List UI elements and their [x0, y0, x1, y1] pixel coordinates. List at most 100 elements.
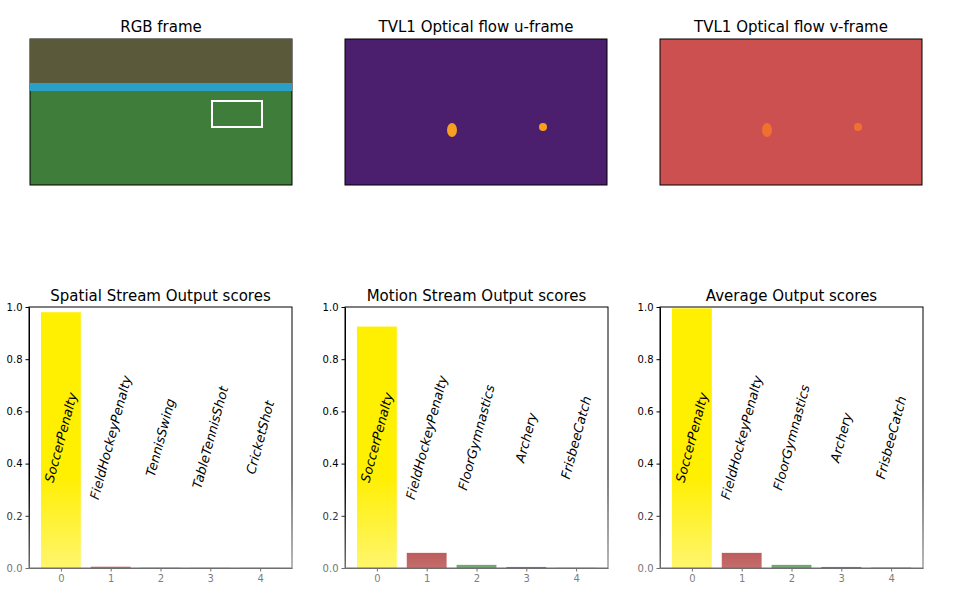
x-tick-mark: [576, 568, 577, 572]
y-tick: 0.4: [638, 458, 660, 469]
class-label: TennisSwing: [143, 397, 178, 478]
class-label: FrisbeeCatch: [873, 395, 909, 481]
image-blob: [447, 123, 457, 137]
y-tick-mark: [342, 359, 346, 360]
figure: RGB frameTVL1 Optical flow u-frameTVL1 O…: [0, 0, 955, 594]
y-tick-label: 1.0: [638, 302, 654, 313]
y-tick-label: 0.6: [7, 406, 23, 417]
x-axis: 01234: [30, 568, 293, 584]
y-tick-mark: [342, 516, 346, 517]
y-tick-label: 0.0: [323, 563, 339, 574]
y-tick-mark: [26, 411, 30, 412]
y-tick-label: 0.8: [7, 354, 23, 365]
y-tick: 0.8: [323, 354, 345, 365]
plot-frame: [29, 307, 292, 568]
image-blob: [762, 123, 772, 137]
x-tick-mark: [111, 568, 112, 572]
image-boards: [30, 83, 292, 91]
class-label: FloorGymnastics: [455, 383, 498, 492]
chart-title: Motion Stream Output scores: [367, 287, 587, 305]
y-tick-label: 0.2: [7, 511, 23, 522]
y-axis: 0.0 0.2 0.4 0.6 0.8 1.0: [323, 302, 346, 574]
x-tick-label: 2: [158, 573, 164, 584]
image-title: TVL1 Optical flow v-frame: [693, 18, 888, 36]
class-label: SoccerPenalty: [42, 391, 80, 484]
x-tick: 3: [208, 568, 214, 584]
y-tick-label: 0.0: [7, 563, 23, 574]
x-tick-label: 3: [839, 573, 845, 584]
x-tick-mark: [891, 568, 892, 572]
y-tick: 0.4: [323, 458, 345, 469]
y-tick: 0.2: [638, 511, 660, 522]
y-tick: 0.6: [7, 406, 29, 417]
image-placeholder: [660, 39, 922, 185]
x-tick-mark: [526, 568, 527, 572]
y-tick-mark: [657, 516, 661, 517]
class-label: FieldHockeyPenalty: [87, 374, 135, 501]
class-label: FieldHockeyPenalty: [403, 374, 451, 501]
class-label: FieldHockeyPenalty: [718, 374, 766, 501]
y-tick-mark: [342, 568, 346, 569]
y-tick: 0.0: [638, 563, 660, 574]
chart-title: Spatial Stream Output scores: [50, 287, 271, 305]
y-tick-label: 0.2: [638, 511, 654, 522]
bars: [357, 327, 596, 568]
y-tick: 1.0: [7, 302, 29, 313]
class-label: FloorGymnastics: [770, 383, 813, 492]
y-tick-mark: [342, 411, 346, 412]
x-tick-mark: [210, 568, 211, 572]
class-label: FrisbeeCatch: [558, 395, 594, 481]
x-tick-label: 3: [524, 573, 530, 584]
y-tick-mark: [26, 464, 30, 465]
x-axis: 01234: [346, 568, 609, 584]
x-tick: 0: [58, 568, 64, 584]
bar: [407, 553, 447, 568]
x-tick-label: 2: [789, 573, 795, 584]
y-tick: 0.0: [323, 563, 345, 574]
x-tick: 4: [573, 568, 579, 584]
class-label: TableTennisShot: [189, 384, 231, 490]
chart: SoccerPenaltyFieldHockeyPenaltyFloorGymn…: [323, 287, 609, 584]
x-tick-label: 0: [374, 573, 380, 584]
y-tick-mark: [657, 307, 661, 308]
y-tick: 0.2: [7, 511, 29, 522]
image-goal: [212, 101, 262, 127]
x-tick: 4: [888, 568, 894, 584]
bar: [722, 553, 762, 568]
y-tick: 0.2: [323, 511, 345, 522]
x-tick: 0: [689, 568, 695, 584]
y-tick: 1.0: [638, 302, 660, 313]
class-label: Archery: [827, 411, 855, 465]
x-tick-mark: [792, 568, 793, 572]
x-tick: 2: [789, 568, 795, 584]
y-tick-label: 0.4: [323, 458, 339, 469]
image-placeholder: [345, 39, 607, 185]
x-tick-label: 4: [573, 573, 579, 584]
y-tick-mark: [342, 307, 346, 308]
y-tick: 1.0: [323, 302, 345, 313]
image-crowd: [30, 39, 292, 87]
x-tick: 1: [108, 568, 114, 584]
class-label: SoccerPenalty: [358, 391, 396, 484]
bar: [41, 312, 81, 568]
fade-overlay: [0, 475, 955, 594]
y-tick-mark: [657, 464, 661, 465]
y-axis: 0.00.20.40.60.81.0: [7, 302, 30, 574]
x-tick: 2: [474, 568, 480, 584]
chart: SoccerPenaltyFieldHockeyPenaltyFloorGymn…: [638, 287, 924, 584]
y-tick-label: 0.2: [323, 511, 339, 522]
y-tick-label: 0.4: [638, 458, 654, 469]
x-axis: 0 1 2 3 4: [661, 568, 924, 584]
y-tick: 0.6: [638, 406, 660, 417]
y-tick-label: 0.8: [323, 354, 339, 365]
y-tick-mark: [657, 568, 661, 569]
class-label: Archery: [512, 411, 540, 465]
x-tick: 0: [374, 568, 380, 584]
x-tick-mark: [61, 568, 62, 572]
x-tick-mark: [477, 568, 478, 572]
image-blob: [854, 123, 862, 131]
y-tick-label: 0.6: [323, 406, 339, 417]
x-tick: 1: [739, 568, 745, 584]
y-tick-label: 1.0: [7, 302, 23, 313]
x-tick-mark: [692, 568, 693, 572]
